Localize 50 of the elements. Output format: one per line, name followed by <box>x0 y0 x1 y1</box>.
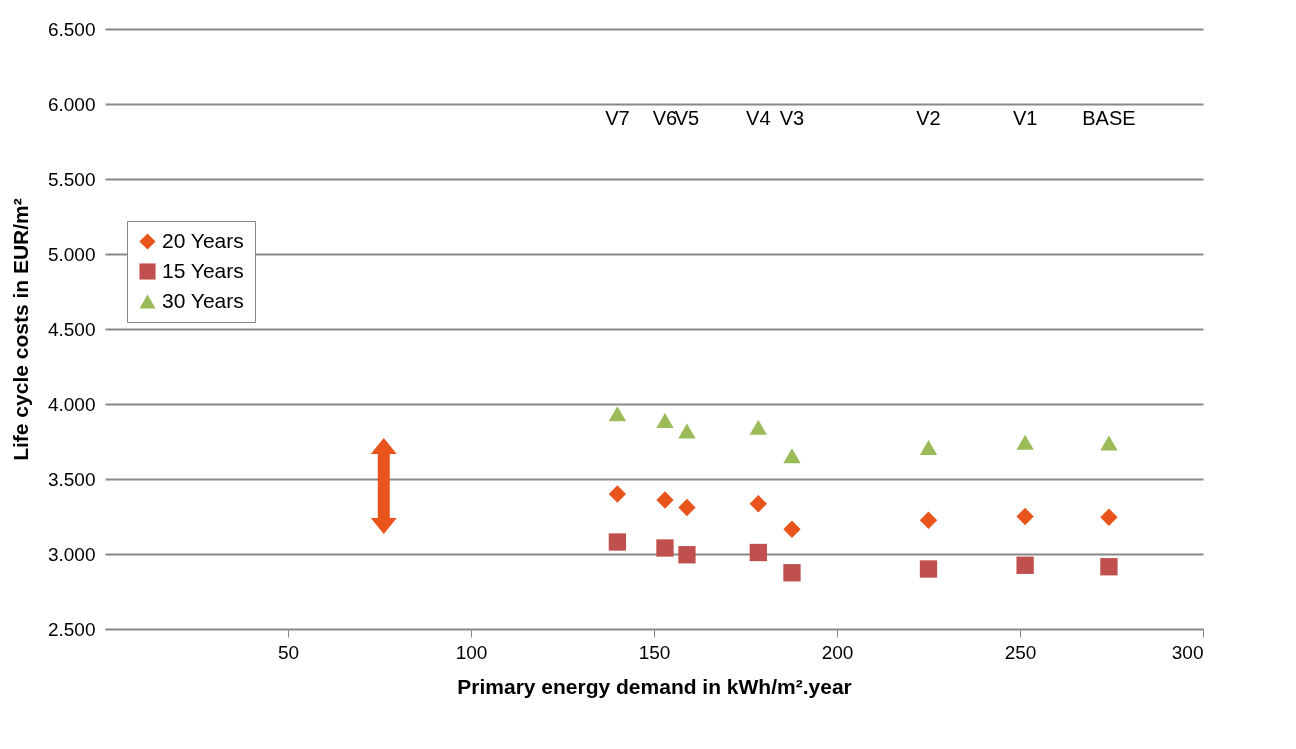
y-axis-title: Life cycle costs in EUR/m² <box>8 198 32 461</box>
point <box>656 491 674 509</box>
x-tick-label: 200 <box>821 641 854 663</box>
point <box>749 495 767 513</box>
point <box>1016 507 1034 526</box>
x-axis-title: Primary energy demand in kWh/m².year <box>457 674 852 698</box>
annotation: V3 <box>779 107 805 129</box>
y-tick-label: 3.500 <box>47 468 96 490</box>
annotation: V2 <box>916 107 941 129</box>
point <box>1100 435 1118 451</box>
point <box>1100 558 1118 576</box>
point <box>608 485 627 503</box>
point <box>783 448 801 464</box>
y-tick-label: 6.500 <box>47 18 96 40</box>
annotation: V7 <box>605 107 630 129</box>
point <box>656 539 674 557</box>
x-tick-label: 150 <box>638 641 671 663</box>
point <box>678 546 696 564</box>
annotation: V1 <box>1012 107 1038 129</box>
point <box>1016 556 1034 574</box>
legend-label: 30 Years <box>162 288 244 312</box>
point <box>919 511 938 529</box>
y-tick-label: 4.500 <box>47 318 96 340</box>
point <box>656 413 674 428</box>
point <box>783 520 801 538</box>
point <box>1100 508 1118 526</box>
legend-label: 15 Years <box>162 258 244 282</box>
y-tick-label: 6.000 <box>47 93 96 115</box>
y-tick-label: 3.000 <box>47 543 96 565</box>
y-tick-label: 2.500 <box>47 618 96 640</box>
point <box>678 498 696 517</box>
point <box>608 533 627 551</box>
y-tick-label: 5.500 <box>47 168 96 190</box>
x-tick-label: 250 <box>1004 641 1037 663</box>
annotation: BASE <box>1082 107 1136 129</box>
y-tick-label: 4.000 <box>47 393 96 415</box>
point <box>749 419 767 435</box>
annotation: V4 <box>746 107 771 129</box>
point <box>783 564 801 582</box>
legend-label: 20 Years <box>162 228 244 252</box>
x-tick-label: 100 <box>455 641 488 663</box>
point <box>678 423 696 439</box>
x-tick-label: 50 <box>277 641 300 663</box>
point <box>919 560 938 578</box>
point <box>919 440 938 455</box>
point <box>1016 434 1034 450</box>
point <box>608 406 627 422</box>
x-tick-label: 300 <box>1171 641 1204 663</box>
point <box>749 543 767 562</box>
y-tick-label: 5.000 <box>47 243 96 265</box>
